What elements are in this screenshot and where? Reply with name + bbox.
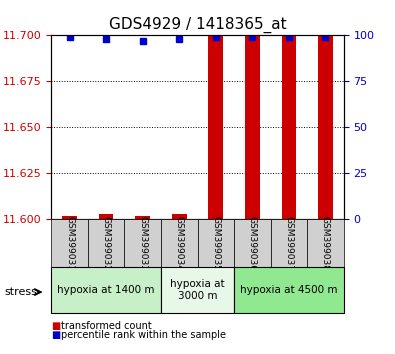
Text: GSM399033: GSM399033	[138, 216, 147, 271]
FancyBboxPatch shape	[271, 219, 307, 267]
Bar	[318, 35, 333, 219]
Text: ■: ■	[51, 330, 60, 339]
Bar	[172, 214, 186, 219]
Bar	[209, 35, 223, 219]
Text: GSM399035: GSM399035	[211, 216, 220, 271]
Text: GSM399032: GSM399032	[102, 216, 111, 271]
Text: GSM399034: GSM399034	[175, 216, 184, 271]
Bar	[62, 216, 77, 219]
Text: GSM399031: GSM399031	[65, 216, 74, 271]
FancyBboxPatch shape	[307, 219, 344, 267]
FancyBboxPatch shape	[51, 267, 161, 313]
FancyBboxPatch shape	[124, 219, 161, 267]
Text: stress: stress	[4, 287, 37, 297]
FancyBboxPatch shape	[51, 219, 88, 267]
FancyBboxPatch shape	[88, 219, 124, 267]
Text: ■: ■	[51, 321, 60, 331]
Text: GSM399036: GSM399036	[248, 216, 257, 271]
FancyBboxPatch shape	[161, 219, 198, 267]
FancyBboxPatch shape	[198, 219, 234, 267]
Text: percentile rank within the sample: percentile rank within the sample	[61, 330, 226, 339]
Bar	[135, 216, 150, 219]
FancyBboxPatch shape	[161, 267, 234, 313]
FancyBboxPatch shape	[234, 267, 344, 313]
Text: transformed count: transformed count	[61, 321, 152, 331]
Text: GSM399037: GSM399037	[284, 216, 293, 271]
Bar	[282, 35, 296, 219]
Title: GDS4929 / 1418365_at: GDS4929 / 1418365_at	[109, 16, 286, 33]
Text: hypoxia at
3000 m: hypoxia at 3000 m	[170, 279, 225, 301]
Text: GSM399038: GSM399038	[321, 216, 330, 271]
Text: hypoxia at 1400 m: hypoxia at 1400 m	[57, 285, 155, 295]
Text: hypoxia at 4500 m: hypoxia at 4500 m	[240, 285, 338, 295]
Bar	[99, 214, 113, 219]
FancyBboxPatch shape	[234, 219, 271, 267]
Bar	[245, 35, 260, 219]
